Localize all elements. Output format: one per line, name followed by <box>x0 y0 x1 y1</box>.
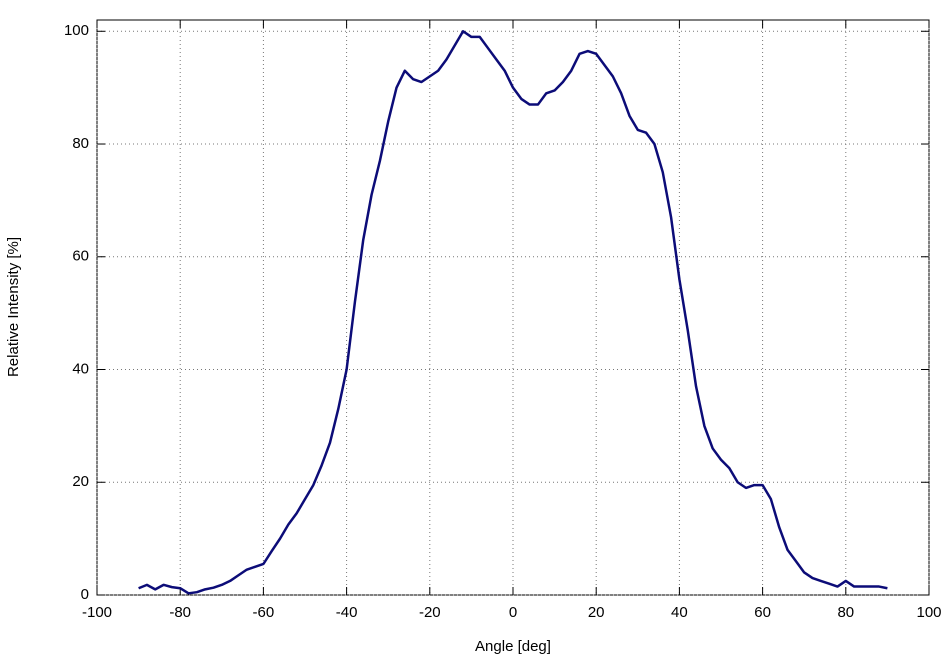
x-tick-label: 80 <box>837 604 854 621</box>
x-tick-label: -80 <box>169 604 191 621</box>
x-tick-label: 60 <box>754 604 771 621</box>
x-tick-label: -40 <box>336 604 358 621</box>
y-axis-label: Relative Intensity [%] <box>5 237 22 377</box>
y-tick-label: 80 <box>72 135 89 152</box>
y-tick-label: 20 <box>72 473 89 490</box>
x-tick-label: 0 <box>509 604 517 621</box>
y-tick-label: 100 <box>64 22 89 39</box>
x-tick-label: -20 <box>419 604 441 621</box>
y-tick-label: 40 <box>72 360 89 377</box>
x-axis-label: Angle [deg] <box>475 638 551 655</box>
y-tick-label: 0 <box>81 586 89 603</box>
x-tick-label: 100 <box>916 604 941 621</box>
y-tick-label: 60 <box>72 248 89 265</box>
x-tick-label: 40 <box>671 604 688 621</box>
data-line <box>138 30 888 595</box>
x-tick-label: 20 <box>588 604 605 621</box>
x-tick-label: -100 <box>82 604 112 621</box>
x-tick-label: -60 <box>253 604 275 621</box>
